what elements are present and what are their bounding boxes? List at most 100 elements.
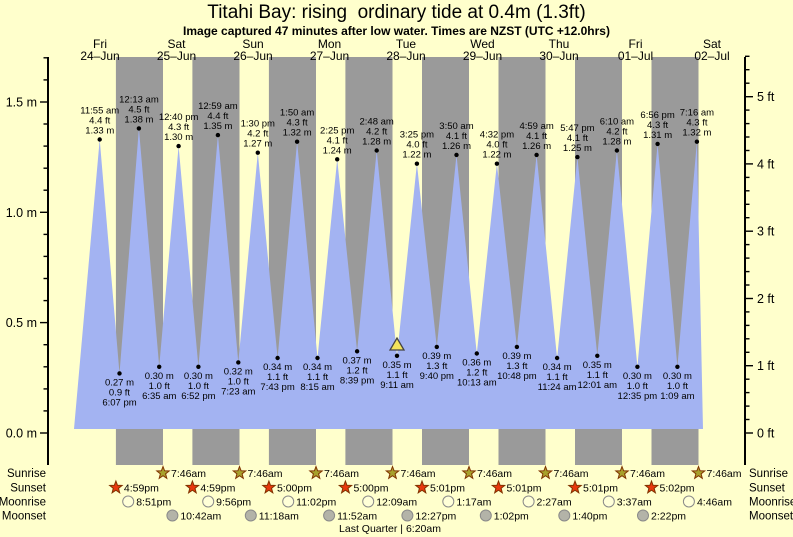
feet-tick-label: 1 ft <box>757 359 775 373</box>
moonrise-row-label-right: Moonrise <box>749 497 793 509</box>
low-tide-feet: 1.0 ft <box>149 381 170 392</box>
high-tide-time: 12:40 pm <box>159 112 199 123</box>
high-tide-meters: 1.28 m <box>362 137 391 148</box>
sunset-icon <box>184 479 200 494</box>
low-tide-time: 10:48 pm <box>497 371 537 382</box>
low-tide-meters: 0.37 m <box>343 355 372 366</box>
low-tide-meters: 0.34 m <box>263 362 292 373</box>
moonset-time: 12:27pm <box>415 511 456 523</box>
sunset-row-label-right: Sunset <box>749 483 786 495</box>
tide-point <box>354 349 360 354</box>
feet-tick-label: 4 ft <box>757 157 775 171</box>
moonrise-time: 8:51pm <box>136 497 171 509</box>
moonset-row-label-right: Moonset <box>749 511 793 523</box>
high-tide-feet: 4.3 ft <box>647 120 668 131</box>
high-tide-time: 11:55 am <box>80 105 119 116</box>
tide-point <box>614 148 620 153</box>
tide-point <box>575 154 580 160</box>
low-tide-feet: 1.1 ft <box>386 370 407 381</box>
moonrise-icon <box>282 495 295 508</box>
low-tide-meters: 0.30 m <box>663 371 692 382</box>
moonset-time: 2:22pm <box>651 511 686 523</box>
high-tide-time: 6:56 pm <box>640 110 674 121</box>
moonset-icon <box>479 509 492 522</box>
tide-point <box>534 152 539 158</box>
high-tide-feet: 4.4 ft <box>89 115 110 126</box>
moonrise-icon <box>202 495 215 508</box>
high-tide-feet: 4.1 ft <box>567 133 588 144</box>
low-tide-feet: 0.9 ft <box>109 387 130 398</box>
low-tide-meters: 0.32 m <box>224 366 253 377</box>
chart-subtitle: Image captured 47 minutes after low wate… <box>183 24 610 38</box>
day-name-label: Fri <box>93 37 107 51</box>
moonrise-icon <box>602 495 615 508</box>
low-tide-label: 0.30 m1.0 ft6:35 am <box>142 371 176 402</box>
day-name-label: Tue <box>396 37 417 51</box>
feet-tick-label: 5 ft <box>757 90 775 104</box>
high-tide-label: 12:40 pm4.3 ft1.30 m <box>159 112 199 143</box>
day-date-label: 27–Jun <box>310 49 349 63</box>
low-tide-label: 0.32 m1.0 ft7:23 am <box>221 366 255 397</box>
sunrise-time: 7:46am <box>477 468 512 480</box>
moonrise-icon <box>362 495 375 508</box>
moonrise-time: 2:27am <box>537 497 572 509</box>
high-tide-label: 6:56 pm4.3 ft1.31 m <box>640 110 674 141</box>
sunset-row-label-left: Sunset <box>10 483 47 495</box>
tide-point <box>136 126 142 131</box>
moonrise-time: 11:02pm <box>296 497 336 509</box>
low-tide-time: 8:15 am <box>300 382 334 393</box>
low-tide-meters: 0.39 m <box>422 351 451 362</box>
high-tide-time: 1:30 pm <box>241 119 275 130</box>
high-tide-label: 3:50 am4.1 ft1.26 m <box>439 121 473 152</box>
tide-point <box>374 148 379 153</box>
high-tide-label: 1:30 pm4.2 ft1.27 m <box>241 119 275 150</box>
low-tide-feet: 1.0 ft <box>228 376 249 387</box>
day-name-label: Wed <box>470 37 494 51</box>
high-tide-meters: 1.30 m <box>164 132 193 143</box>
high-tide-feet: 4.1 ft <box>446 131 467 142</box>
tide-point <box>655 141 660 147</box>
sunset-time: 4:59pm <box>124 483 159 495</box>
tide-point <box>335 157 340 162</box>
high-tide-feet: 4.0 ft <box>406 140 427 151</box>
tide-point <box>394 353 400 358</box>
high-tide-meters: 1.32 m <box>682 128 711 139</box>
sunset-icon <box>337 479 353 494</box>
low-tide-feet: 1.0 ft <box>627 381 648 392</box>
tide-point <box>595 353 600 358</box>
moonset-icon <box>558 509 571 522</box>
high-tide-meters: 1.24 m <box>323 145 352 156</box>
tide-point <box>434 344 439 350</box>
high-tide-feet: 4.0 ft <box>486 140 507 151</box>
tide-point <box>315 355 320 361</box>
moonset-row: Moonset Moonset 10:42am 11:18am 11:52am 12:27… <box>2 509 793 523</box>
moonrise-icon <box>122 495 135 508</box>
low-tide-time: 9:11 am <box>380 380 414 391</box>
high-tide-label: 1:50 am4.3 ft1.32 m <box>280 108 314 139</box>
high-tide-time: 7:16 am <box>680 108 714 119</box>
meters-tick-label: 0.0 m <box>6 427 37 441</box>
low-tide-feet: 1.3 ft <box>506 361 527 372</box>
day-date-label: 25–Jun <box>157 49 196 63</box>
sunrise-row-label-right: Sunrise <box>749 468 788 480</box>
sunset-icon <box>567 479 583 494</box>
astro-rows: Sunrise Sunrise 7:46am 7:46am 7:46am 7:46am 7:… <box>0 465 793 523</box>
tide-point <box>215 132 221 138</box>
sunset-row: Sunset Sunset 4:59pm 4:59pm 5:00pm 5:00pm 5:01… <box>10 479 786 495</box>
high-tide-label: 12:13 am4.5 ft1.38 m <box>119 94 159 125</box>
high-tide-time: 2:48 am <box>360 117 394 128</box>
sunrise-icon <box>690 465 707 480</box>
moonset-icon <box>637 509 649 522</box>
low-tide-meters: 0.34 m <box>303 362 332 373</box>
high-tide-meters: 1.27 m <box>243 139 272 150</box>
moonset-icon <box>401 509 414 522</box>
high-tide-label: 3:25 pm4.0 ft1.22 m <box>400 130 434 161</box>
high-tide-label: 2:48 am4.2 ft1.28 m <box>360 117 394 148</box>
day-name-label: Sun <box>242 37 263 51</box>
low-tide-feet: 1.0 ft <box>667 381 688 392</box>
low-tide-label: 0.34 m1.1 ft8:15 am <box>300 362 334 393</box>
